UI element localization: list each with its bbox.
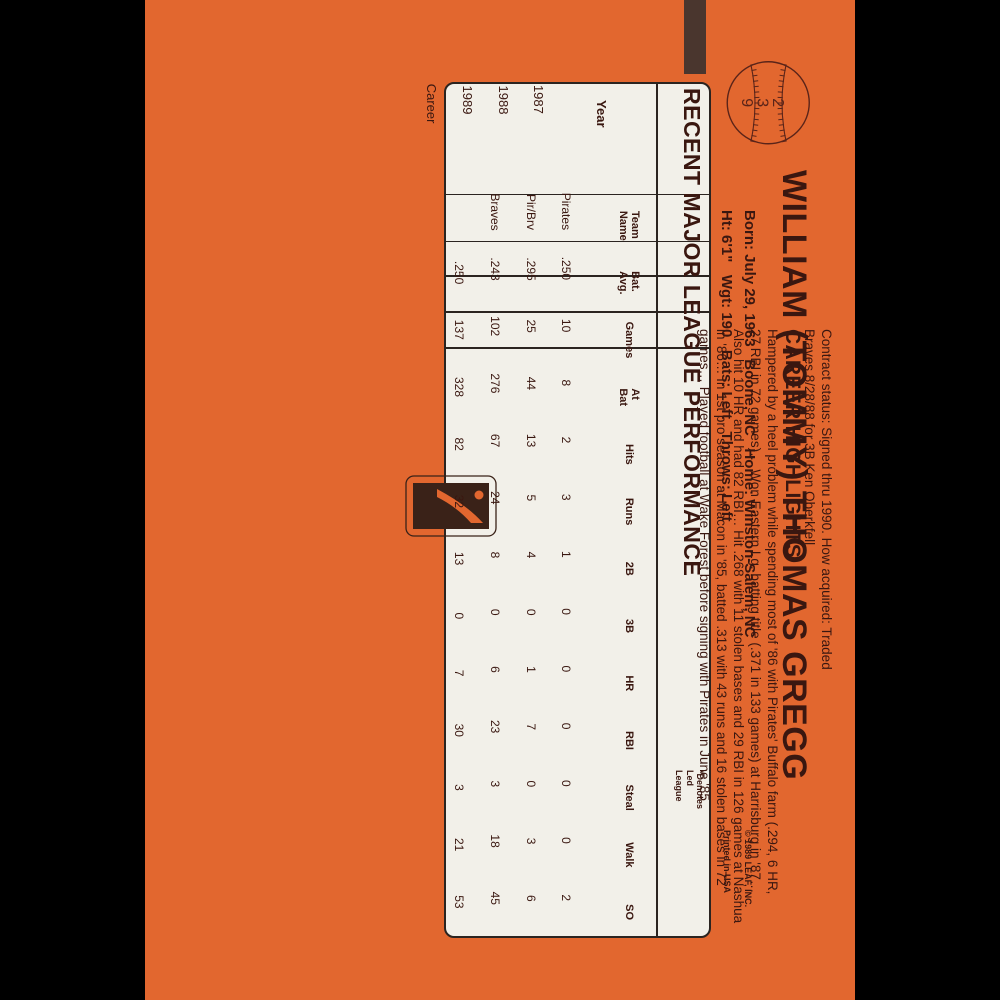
svg-text:3: 3 [754,98,771,107]
svg-text:2: 2 [769,98,786,107]
svg-text:9: 9 [738,98,755,107]
